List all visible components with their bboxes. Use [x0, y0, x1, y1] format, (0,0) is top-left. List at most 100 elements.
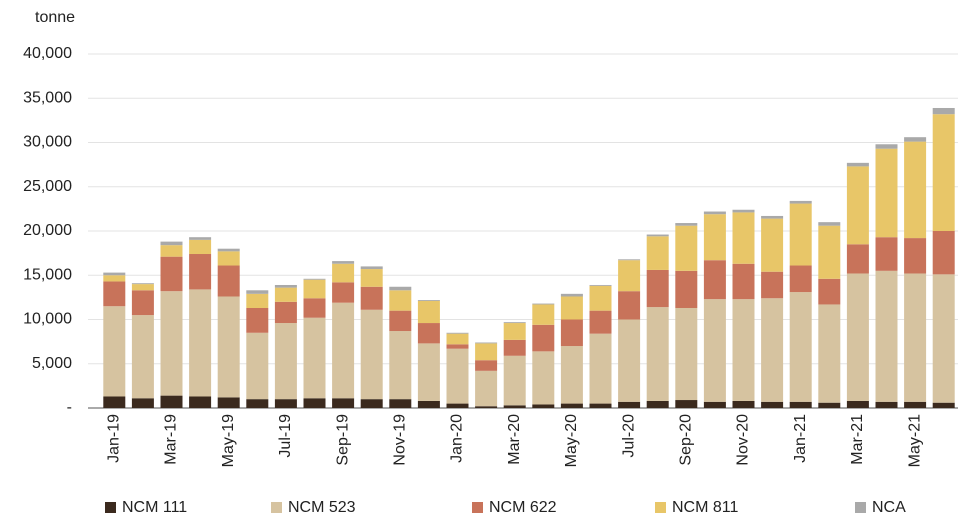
bar-segment: [189, 239, 212, 255]
y-axis-label: tonne: [35, 9, 75, 26]
bar-segment: [532, 324, 555, 352]
bar-segment: [246, 290, 269, 294]
bar-segment: [932, 114, 955, 231]
x-tick-label: Jan-21: [792, 414, 809, 463]
x-tick-label: May-21: [906, 414, 923, 467]
bar-segment: [360, 269, 383, 287]
bar-segment: [703, 401, 726, 408]
bar-segment: [160, 395, 183, 408]
bar-segment: [103, 306, 126, 397]
legend-swatch: [855, 502, 866, 513]
bar-segment: [675, 307, 698, 401]
legend-label: NCA: [872, 499, 906, 516]
bar-segment: [875, 144, 898, 149]
bar-segment: [818, 304, 841, 403]
bar-segment: [560, 296, 583, 320]
bar-segment: [103, 396, 126, 408]
bar-segment: [875, 237, 898, 271]
bar-segment: [160, 241, 183, 246]
bar-segment: [446, 348, 469, 404]
bar-segment: [732, 212, 755, 264]
x-tick-label: May-20: [563, 414, 580, 467]
bar-segment: [360, 309, 383, 400]
bar-segment: [789, 401, 812, 408]
bar-segment: [303, 398, 326, 408]
bar-segment: [446, 403, 469, 408]
bar-segment: [646, 234, 669, 237]
bar-segment: [475, 342, 498, 344]
x-tick-label: Jul-19: [277, 414, 294, 458]
bar-segment: [646, 269, 669, 308]
bar-segment: [846, 162, 869, 167]
bar-segment: [332, 263, 355, 283]
bar-segment: [532, 351, 555, 405]
bar-segment: [560, 403, 583, 408]
bar-segment: [217, 296, 240, 398]
bar-segment: [503, 339, 526, 356]
bar-segment: [589, 333, 612, 404]
y-tick-label: 20,000: [23, 222, 72, 239]
bar-segment: [875, 401, 898, 408]
bar-segment: [532, 304, 555, 325]
bar-segment: [904, 141, 927, 239]
bar-segment: [675, 400, 698, 408]
bar-segment: [417, 343, 440, 401]
bar-segment: [932, 274, 955, 403]
bar-segment: [332, 282, 355, 303]
bar-segment: [475, 343, 498, 361]
bar-segment: [703, 211, 726, 215]
x-tick-label: Sep-20: [678, 414, 695, 466]
bar-segment: [932, 402, 955, 408]
bar-segment: [703, 260, 726, 300]
bar-segment: [446, 332, 469, 334]
bar-segment: [846, 166, 869, 245]
bar-segment: [389, 399, 412, 408]
bar-segment: [360, 286, 383, 310]
bar-segment: [274, 399, 297, 408]
bar-segment: [503, 405, 526, 408]
legend-label: NCM 111: [122, 499, 187, 516]
bar-segment: [103, 281, 126, 307]
bar-segment: [732, 299, 755, 401]
bar-segment: [303, 278, 326, 280]
bar-segment: [446, 344, 469, 349]
x-tick-label: Mar-20: [506, 414, 523, 465]
bar-segment: [417, 300, 440, 324]
bar-segment: [904, 238, 927, 274]
bar-segment: [875, 148, 898, 238]
bar-segment: [160, 245, 183, 257]
bar-segment: [875, 270, 898, 402]
bar-segment: [503, 323, 526, 340]
bar-segment: [560, 319, 583, 347]
bar-segment: [217, 397, 240, 408]
bar-segment: [246, 307, 269, 333]
bar-segment: [675, 270, 698, 308]
bar-segment: [703, 214, 726, 261]
x-tick-label: May-19: [220, 414, 237, 467]
bar-segment: [475, 360, 498, 371]
bar-segment: [789, 203, 812, 266]
bar-segment: [618, 259, 641, 261]
bar-segment: [904, 273, 927, 402]
bar-segment: [646, 400, 669, 408]
bar-segment: [503, 355, 526, 406]
bar-segment: [131, 315, 154, 399]
bar-segment: [189, 396, 212, 408]
legend-swatch: [105, 502, 116, 513]
bar-segment: [846, 244, 869, 274]
bar-segment: [446, 333, 469, 345]
x-tick-label: Mar-21: [849, 414, 866, 465]
bar-segment: [589, 284, 612, 286]
bar-segment: [589, 403, 612, 408]
bar-segment: [732, 263, 755, 300]
bar-segment: [761, 401, 784, 408]
bar-segment: [417, 323, 440, 344]
y-tick-label: 35,000: [23, 89, 72, 106]
bar-segment: [131, 283, 154, 285]
bar-segment: [131, 284, 154, 291]
bar-segment: [332, 261, 355, 264]
bar-segment: [532, 303, 555, 305]
bar-segment: [618, 319, 641, 402]
bar-segment: [932, 231, 955, 275]
